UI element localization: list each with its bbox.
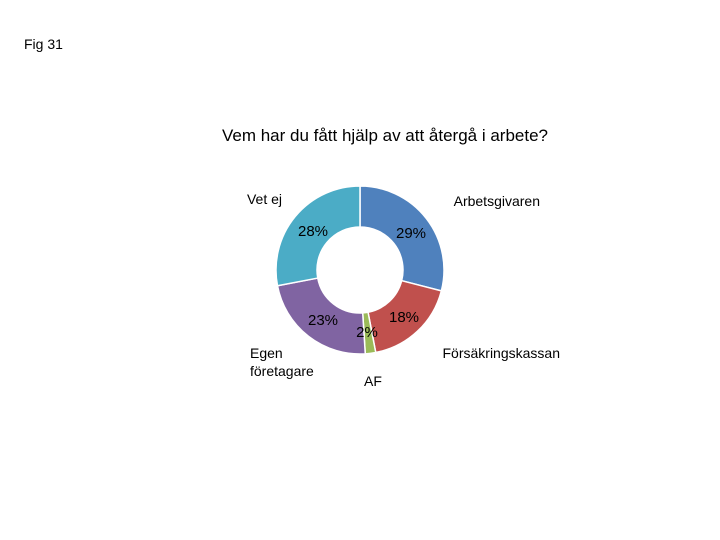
category-label-af: AF xyxy=(364,373,382,389)
slice-vet-ej xyxy=(275,185,361,287)
labels-layer: 29% Arbetsgivaren 18% Försäkringskassan 2% AF… xyxy=(247,191,560,389)
figure-label: Fig 31 xyxy=(24,36,63,52)
pct-label-arbetsgivaren: 29% xyxy=(396,225,426,242)
pct-label-vet-ej: 28% xyxy=(298,223,328,240)
category-label-arbetsgivaren: Arbetsgivaren xyxy=(454,193,540,209)
category-label-vet-ej: Vet ej xyxy=(247,191,282,207)
pct-label-egen-foretagare: 23% xyxy=(308,312,338,329)
pct-label-forsakringskassan: 18% xyxy=(389,309,419,326)
pct-label-af: 2% xyxy=(356,324,378,341)
slices-layer xyxy=(275,185,445,355)
slice-arbetsgivaren xyxy=(359,185,445,292)
category-label-egen-foretagare: Egen företagare xyxy=(250,345,314,379)
category-label-forsakringskassan: Försäkringskassan xyxy=(443,345,561,361)
chart-title: Vem har du fått hjälp av att återgå i ar… xyxy=(221,126,549,145)
